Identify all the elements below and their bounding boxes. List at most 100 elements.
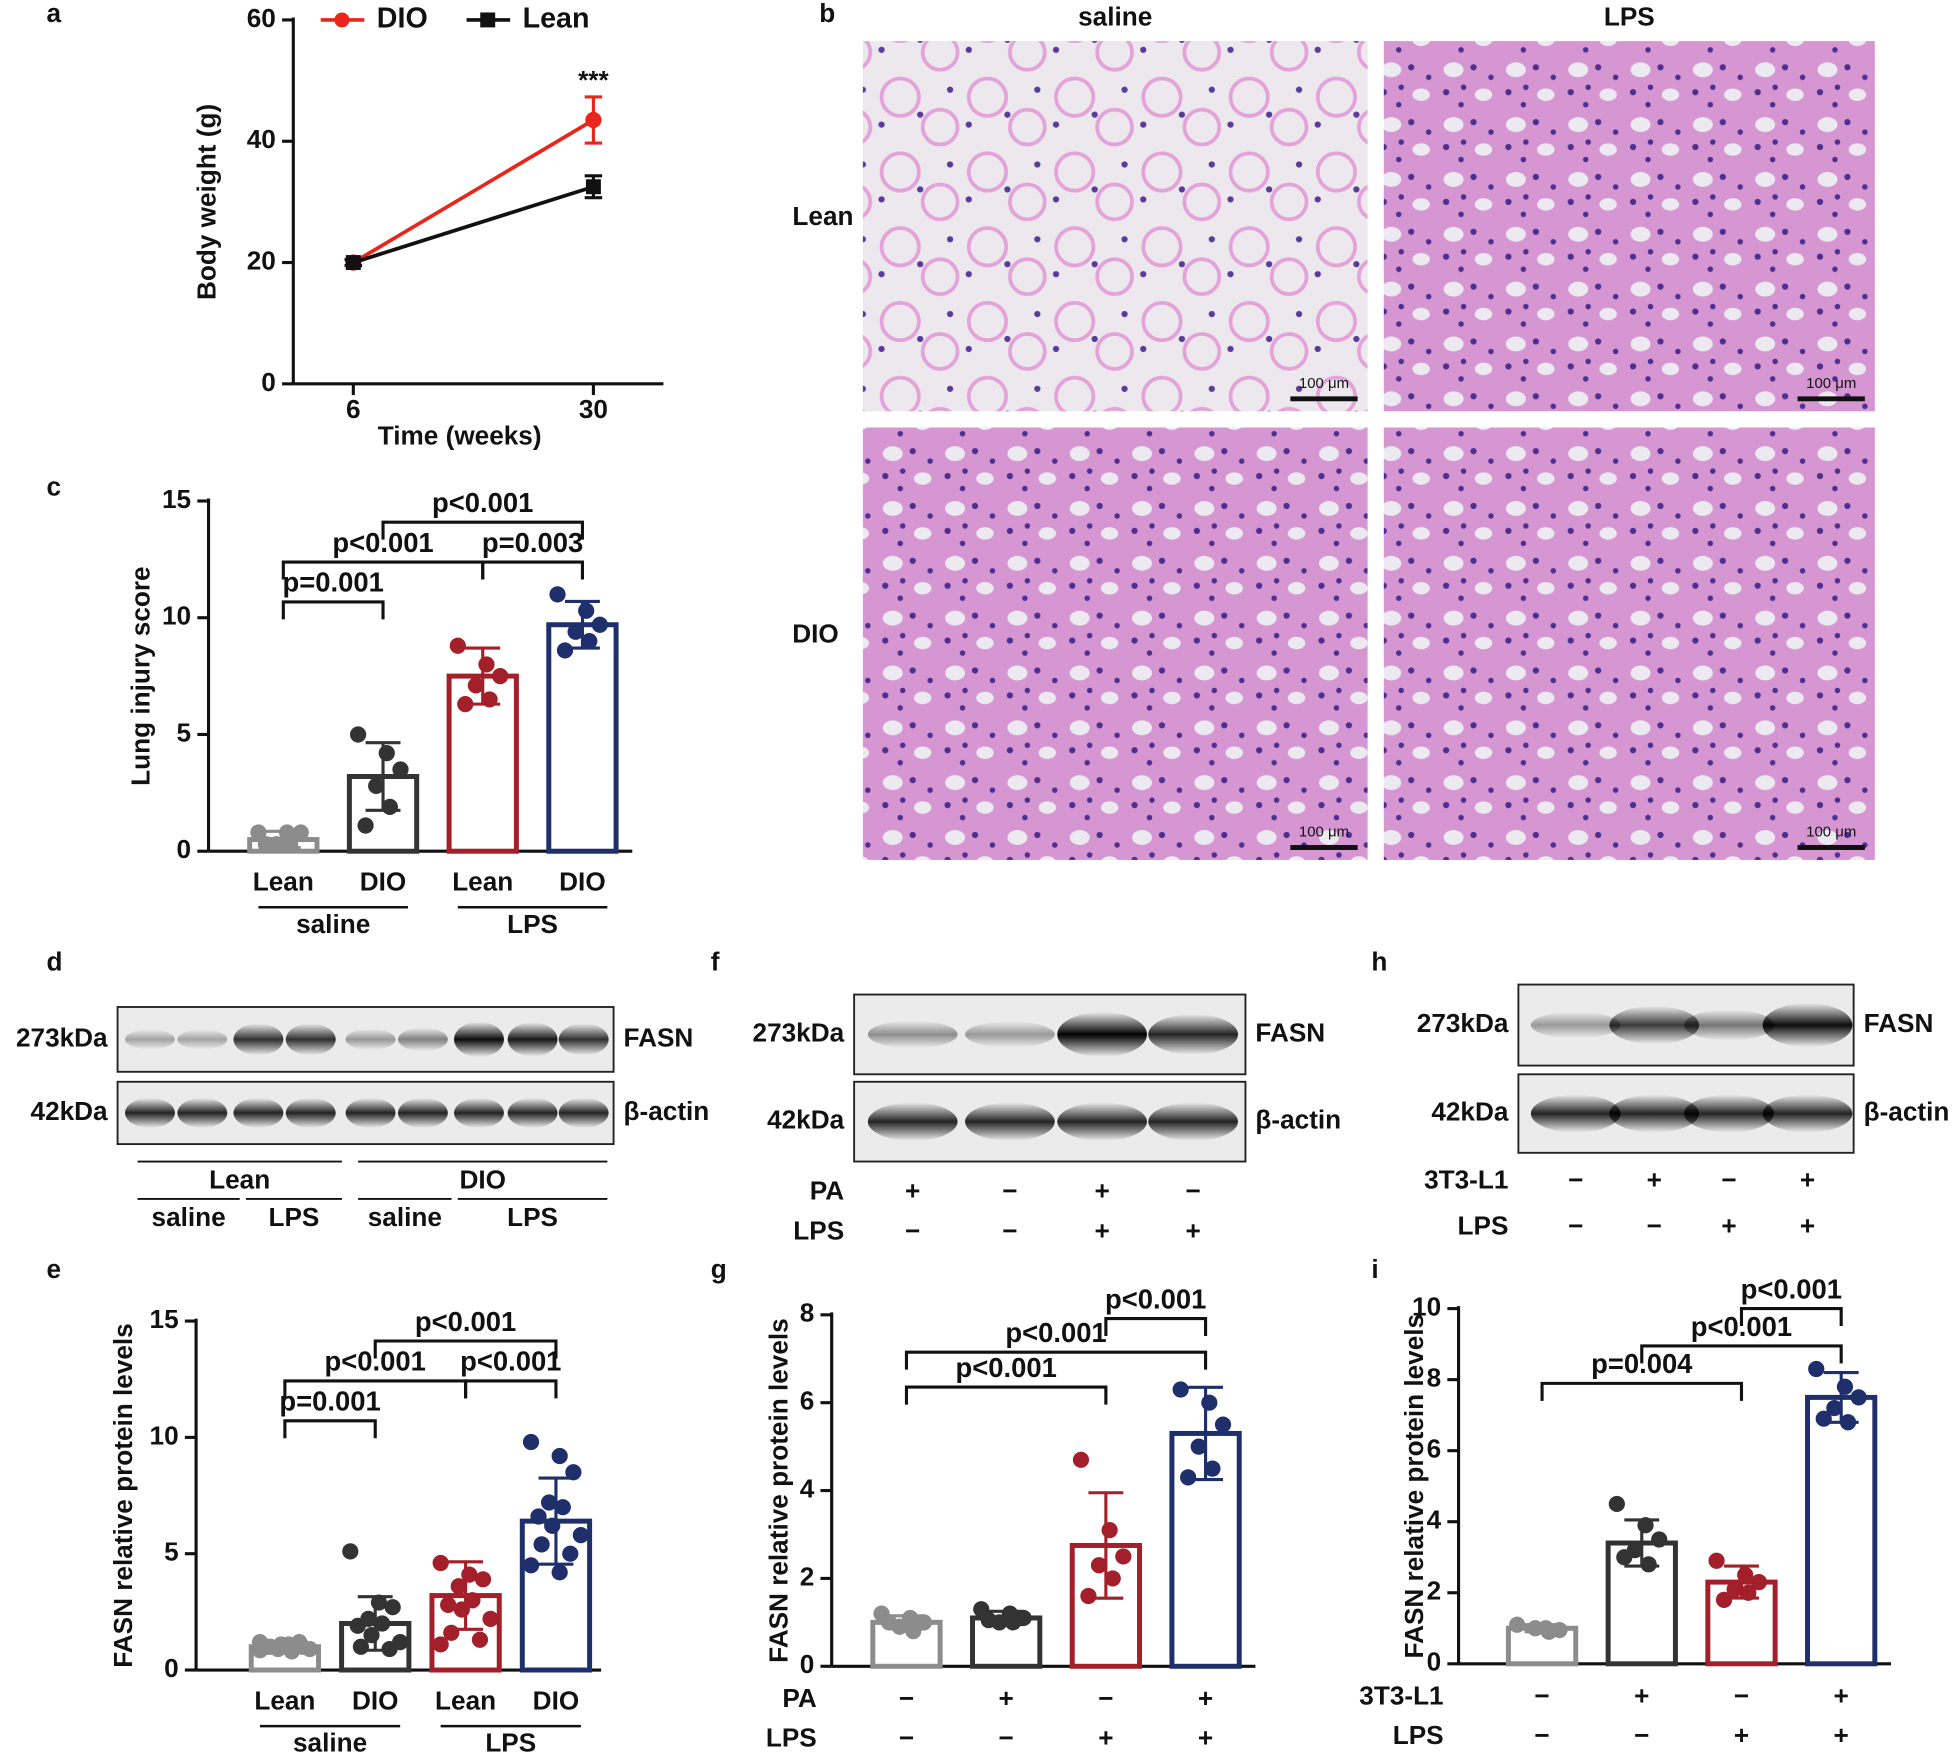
y-tick-label: 60: [247, 3, 276, 33]
panel-letter: i: [1371, 1254, 1378, 1284]
data-point: [530, 1508, 547, 1525]
condition-name: LPS: [1393, 1720, 1444, 1750]
blot-band: [1148, 1102, 1238, 1141]
data-point: [292, 824, 309, 841]
x-tick-label: DIO: [360, 867, 407, 897]
panel-letter: g: [711, 1254, 727, 1284]
error-bar: [564, 599, 600, 650]
blot-band: [965, 1102, 1055, 1141]
data-point: [1708, 1552, 1725, 1569]
treatment-label: saline: [152, 1202, 226, 1232]
y-tick-label: 15: [162, 484, 191, 514]
blot-band: [125, 1029, 175, 1050]
blot-band: [1684, 1094, 1774, 1133]
micrograph: [1383, 41, 1875, 412]
comparison-label: p<0.001: [432, 487, 533, 518]
data-point: [533, 1536, 550, 1553]
micrograph: [862, 427, 1368, 860]
condition-value: +: [1800, 1164, 1815, 1194]
data-point: [1204, 1460, 1221, 1477]
y-tick-label: 0: [800, 1649, 815, 1679]
error-bar: [448, 1560, 484, 1631]
y-tick-label: 2: [800, 1561, 815, 1591]
marker-label: 42kDa: [767, 1105, 845, 1135]
data-point: [1104, 1570, 1121, 1587]
treatment-label: LPS: [268, 1202, 319, 1232]
blot-band: [1762, 1094, 1853, 1133]
treatment-label: LPS: [507, 1202, 558, 1232]
data-point: [352, 1638, 370, 1655]
y-axis-label: Lung injury score: [125, 566, 155, 785]
data-point: [482, 1610, 499, 1627]
blot-band: [177, 1029, 228, 1050]
condition-value: +: [1198, 1723, 1213, 1753]
y-tick-label: 8: [1427, 1363, 1442, 1393]
row-label: DIO: [792, 619, 839, 649]
blot-band: [397, 1027, 448, 1052]
error-bar: [988, 1609, 1024, 1627]
comparison-label: p<0.001: [460, 1346, 561, 1377]
panel-letter: e: [47, 1254, 62, 1284]
data-point: [1836, 1378, 1854, 1395]
protein-label: β-actin: [624, 1096, 710, 1126]
data-point: [1190, 1438, 1207, 1455]
group-label: LPS: [485, 1728, 536, 1758]
x-tick-label: 6: [346, 394, 361, 424]
column-label: saline: [1078, 2, 1152, 32]
data-point: [464, 1592, 481, 1609]
condition-value: −: [899, 1683, 914, 1713]
legend-label: Lean: [523, 3, 590, 35]
comparison-label: p=0.001: [279, 1386, 380, 1417]
error-bar: [465, 646, 501, 706]
y-tick-label: 0: [177, 834, 192, 864]
data-point: [1750, 1573, 1768, 1591]
error-bar: [1088, 1491, 1124, 1600]
error-bar: [1524, 1623, 1560, 1634]
marker-label: 273kDa: [753, 1017, 845, 1047]
group-label: saline: [293, 1728, 367, 1758]
comparison-bracket: [904, 1350, 1208, 1370]
legend-marker: [334, 12, 350, 28]
blot-band: [558, 1023, 609, 1056]
blot-band: [397, 1097, 448, 1128]
comparison-bracket: [283, 1419, 377, 1439]
data-point: [449, 637, 466, 654]
y-tick-label: 5: [164, 1537, 179, 1567]
blot-band: [1057, 1012, 1148, 1057]
data-point: [392, 761, 409, 778]
data-point: [1115, 1548, 1132, 1565]
data-point: [432, 1554, 449, 1572]
blot-band: [454, 1097, 504, 1128]
data-point: [1808, 1360, 1825, 1378]
data-point: [432, 1636, 449, 1653]
condition-value: +: [1834, 1720, 1849, 1750]
data-point: [562, 1545, 579, 1562]
x-tick-label: Lean: [254, 1685, 315, 1715]
y-tick-label: 4: [800, 1473, 815, 1503]
data-point: [1214, 1416, 1232, 1433]
marker-label: 273kDa: [16, 1022, 108, 1052]
condition-value: −: [1568, 1210, 1583, 1240]
x-tick-label: Lean: [253, 867, 314, 897]
condition-name: LPS: [766, 1723, 817, 1753]
condition-value: −: [1634, 1720, 1649, 1750]
data-point: [1715, 1591, 1733, 1608]
condition-value: +: [1734, 1720, 1749, 1750]
y-tick-label: 5: [177, 717, 192, 747]
data-point: [478, 656, 495, 673]
data-point: [880, 1614, 898, 1631]
protein-label: FASN: [624, 1022, 694, 1052]
blot-band: [1762, 1003, 1853, 1048]
panel-letter: h: [1371, 946, 1387, 976]
data-point: [373, 1615, 391, 1632]
protein-label: β-actin: [1255, 1105, 1341, 1135]
data-point: [251, 1642, 269, 1659]
x-tick-label: Lean: [452, 867, 513, 897]
scale-bar-label: 100 μm: [1806, 375, 1856, 392]
data-point: [453, 1601, 470, 1618]
blot-band: [345, 1097, 396, 1128]
data-point: [492, 668, 509, 685]
comparison-bracket: [281, 600, 385, 620]
data-point: [1101, 1521, 1118, 1539]
condition-value: +: [1094, 1215, 1109, 1245]
